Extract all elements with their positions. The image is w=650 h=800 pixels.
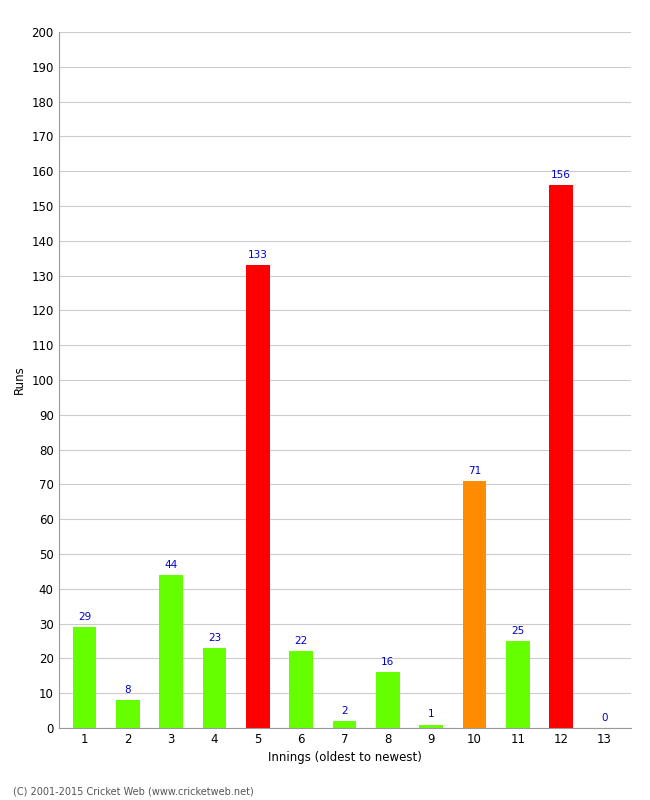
Text: 22: 22 (294, 636, 308, 646)
Text: 0: 0 (601, 713, 608, 722)
Bar (203, 648, 226, 728)
Bar (376, 672, 400, 728)
Bar (333, 721, 356, 728)
Bar (289, 651, 313, 728)
Y-axis label: Runs: Runs (13, 366, 26, 394)
Bar (506, 641, 530, 728)
Text: 16: 16 (381, 657, 395, 667)
Bar (419, 725, 443, 728)
Bar (73, 627, 96, 728)
Text: 44: 44 (164, 560, 178, 570)
Bar (549, 185, 573, 728)
Text: 1: 1 (428, 710, 434, 719)
Text: 2: 2 (341, 706, 348, 716)
Text: (C) 2001-2015 Cricket Web (www.cricketweb.net): (C) 2001-2015 Cricket Web (www.cricketwe… (13, 786, 254, 796)
Text: 29: 29 (78, 612, 91, 622)
Text: 23: 23 (208, 633, 221, 642)
Text: 8: 8 (125, 685, 131, 695)
Text: 133: 133 (248, 250, 268, 260)
X-axis label: Innings (oldest to newest): Innings (oldest to newest) (268, 751, 421, 765)
Bar (246, 265, 270, 728)
Bar (463, 481, 486, 728)
Bar (159, 575, 183, 728)
Text: 71: 71 (468, 466, 481, 476)
Text: 25: 25 (511, 626, 525, 636)
Text: 156: 156 (551, 170, 571, 180)
Bar (116, 700, 140, 728)
